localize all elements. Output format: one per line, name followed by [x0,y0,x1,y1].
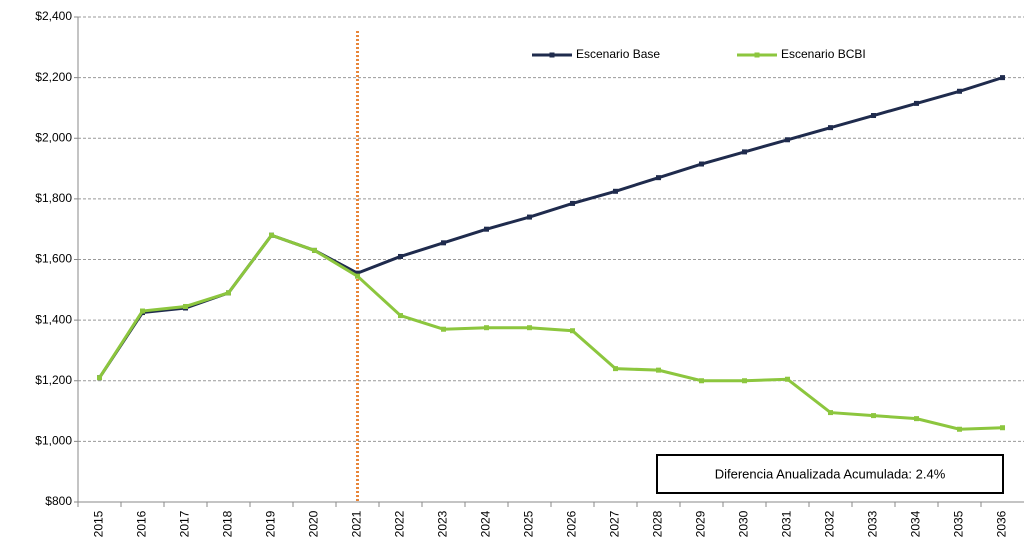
point [1000,75,1005,81]
x-tick-label: 2025 [522,510,536,537]
y-tick-label: $2,200 [35,70,72,84]
point [656,175,661,181]
annotation: Diferencia Anualizada Acumulada: 2.4% [715,466,946,481]
point [441,240,446,246]
x-tick-label: 2024 [479,510,493,537]
point [699,378,704,384]
point [527,214,532,220]
x-tick-label: 2032 [823,510,837,537]
point [785,376,790,382]
x-tick-label: 2034 [909,510,923,537]
point [484,325,489,331]
y-tick-label: $1,400 [35,312,72,326]
x-tick-label: 2021 [350,510,364,537]
y-tick-label: $1,800 [35,191,72,205]
point [484,226,489,232]
x-tick-label: 2018 [221,510,235,537]
point [441,326,446,332]
point [785,137,790,143]
point [742,378,747,384]
x-tick-label: 2020 [307,510,321,537]
point [914,100,919,106]
point [871,413,876,419]
point [914,416,919,422]
point [656,367,661,373]
x-tick-label: 2015 [92,510,106,537]
x-tick-label: 2017 [178,510,192,537]
point [613,366,618,372]
y-tick-label: $1,600 [35,252,72,266]
point [570,328,575,334]
point [828,410,833,416]
x-tick-label: 2035 [952,510,966,537]
point [570,200,575,206]
x-tick-label: 2027 [608,510,622,537]
point [312,247,317,253]
annotation-box [656,454,1004,494]
point [957,88,962,94]
x-tick-label: 2026 [565,510,579,537]
point [269,232,274,238]
point [97,375,102,381]
y-tick-label: $800 [45,494,72,508]
point [355,273,360,279]
x-tick-label: 2022 [393,510,407,537]
series-line [98,76,1003,379]
y-tick-label: $1,000 [35,434,72,448]
point [699,161,704,167]
point [957,426,962,432]
y-tick-label: $2,400 [35,9,72,23]
x-tick-label: 2023 [436,510,450,537]
point [871,113,876,119]
x-tick-label: 2031 [780,510,794,537]
series-line [98,233,1003,431]
legend-label: Escenario BCBI [781,47,866,61]
point [398,253,403,259]
x-tick-label: 2033 [866,510,880,537]
y-tick-label: $1,200 [35,373,72,387]
x-tick-label: 2016 [135,510,149,537]
point [398,313,403,319]
point [140,308,145,314]
legend-marker [549,52,555,58]
x-tick-label: 2029 [694,510,708,537]
x-tick-label: 2030 [737,510,751,537]
legend-marker [754,52,760,58]
x-tick-label: 2019 [264,510,278,537]
y-tick-label: $2,000 [35,130,72,144]
point [355,270,360,276]
point [226,290,231,296]
point [828,125,833,131]
x-tick-label: 2036 [995,510,1009,537]
point [1000,425,1005,431]
point [183,303,188,309]
x-tick-label: 2028 [651,510,665,537]
point [742,149,747,155]
legend-label: Escenario Base [576,47,660,61]
point [613,188,618,194]
point [527,325,532,331]
